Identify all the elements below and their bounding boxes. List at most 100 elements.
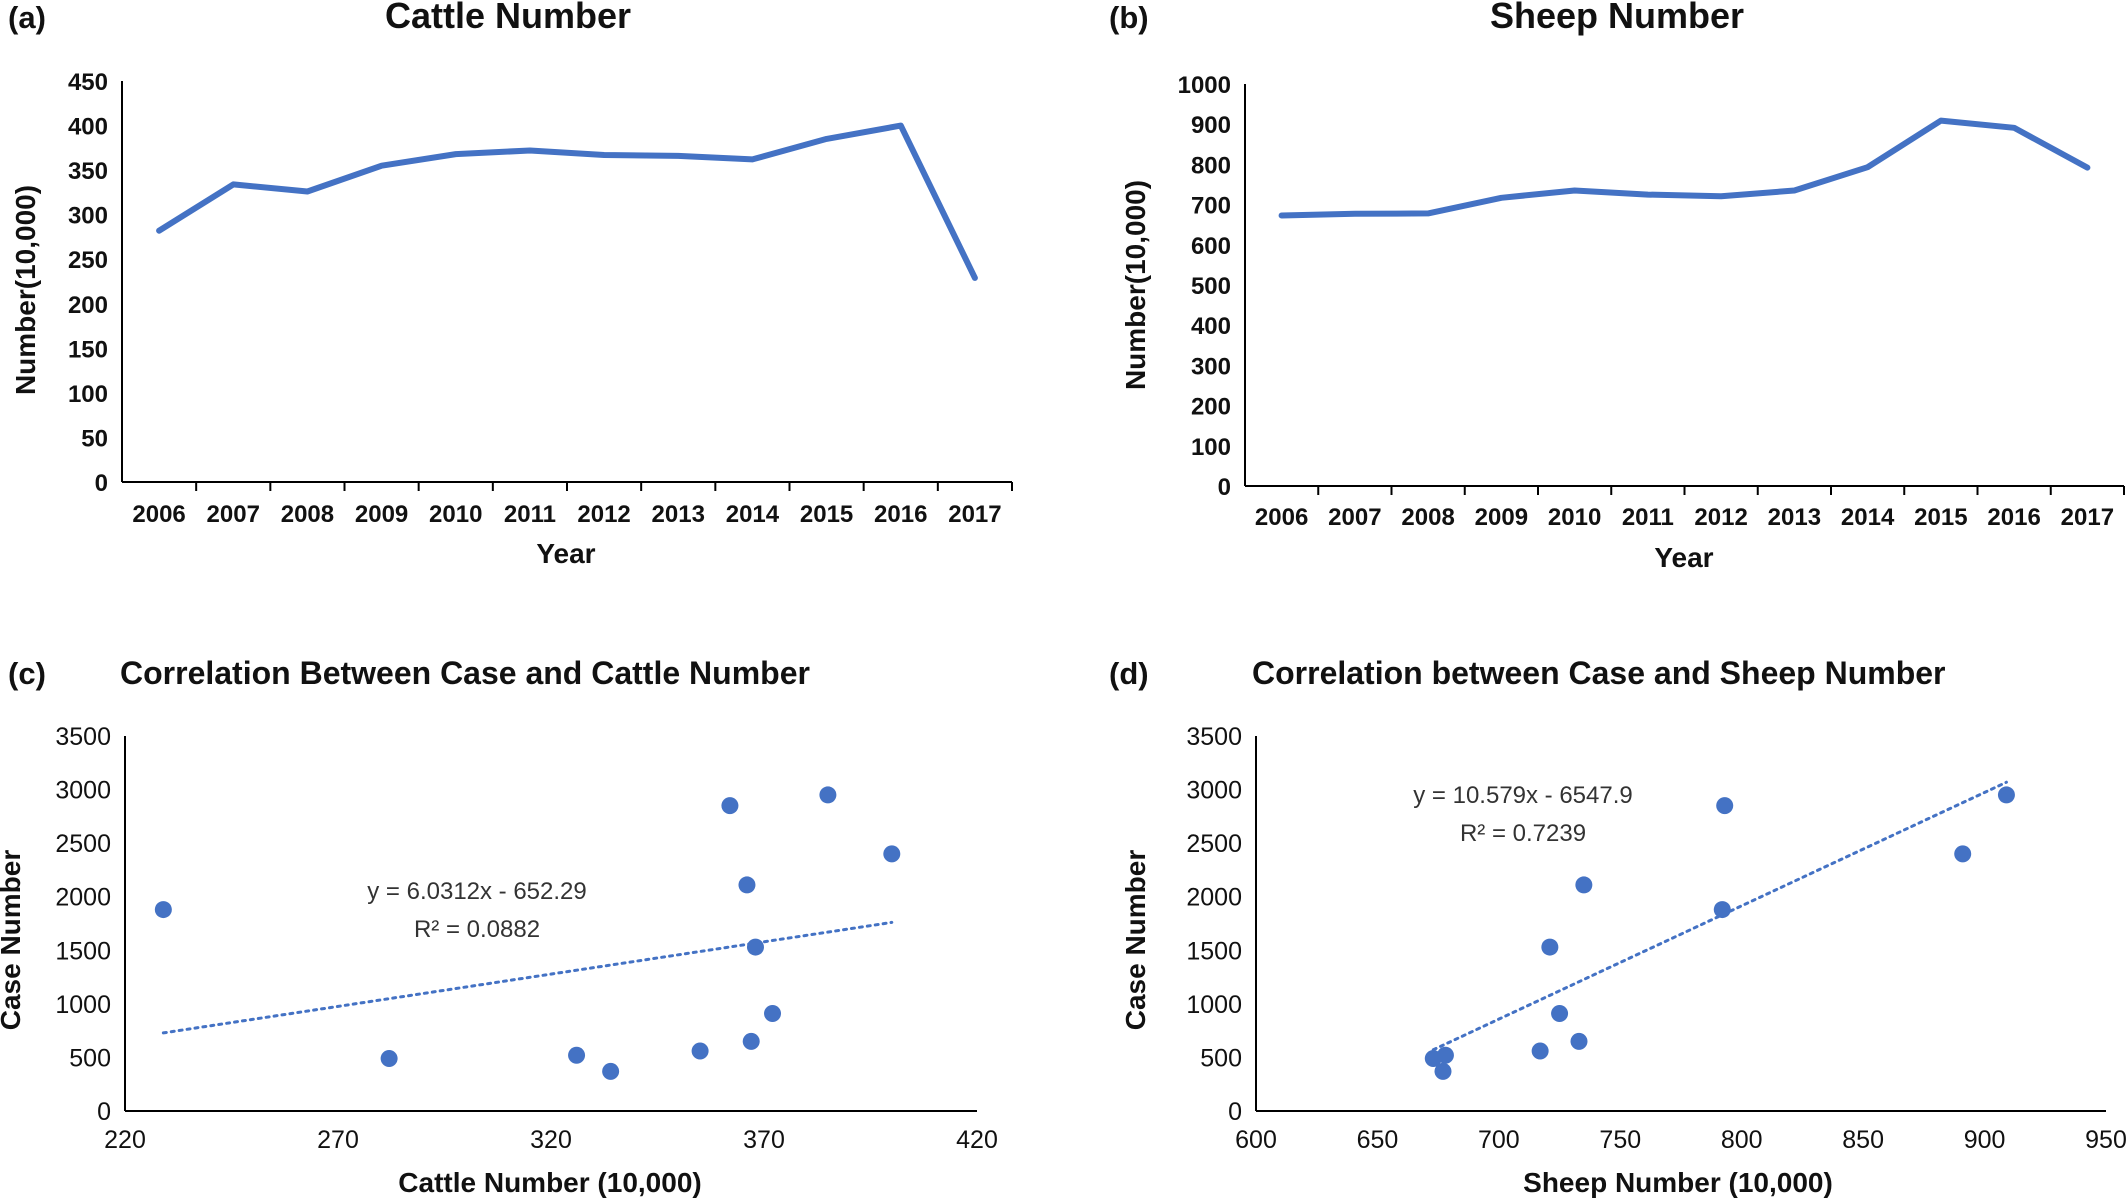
y-tick-label: 2000 — [55, 884, 111, 912]
scatter-point — [1954, 845, 1972, 863]
y-tick-label: 2500 — [1186, 830, 1242, 858]
y-tick-label: 200 — [68, 292, 108, 319]
x-tick-label: 850 — [1842, 1126, 1884, 1154]
x-tick-label: 2009 — [355, 501, 408, 528]
y-tick-label: 250 — [68, 247, 108, 274]
y-tick-label: 3000 — [1186, 777, 1242, 805]
x-tick-label: 370 — [743, 1126, 785, 1154]
x-tick-label: 2010 — [1548, 504, 1601, 531]
x-tick-label: 2012 — [1694, 504, 1747, 531]
panel-b-y-axis-label: Number(10,000) — [1120, 180, 1151, 390]
x-tick-label: 2014 — [1841, 504, 1895, 531]
x-tick-label: 2008 — [281, 501, 334, 528]
panel-a-cattle-number-chart: (a) Cattle Number Number(10,000) Year 0 5… — [8, 0, 1013, 569]
x-tick-label: 2014 — [726, 501, 780, 528]
x-tick-label: 320 — [530, 1126, 572, 1154]
panel-c-trendline-equation: y = 6.0312x - 652.29 — [367, 878, 587, 905]
x-tick-label: 2016 — [1987, 504, 2040, 531]
scatter-point — [380, 1050, 398, 1067]
scatter-point — [1436, 1046, 1454, 1064]
panel-b-x-ticks: 2006 2007 2008 2009 2010 2011 2012 2013 2014 2015… — [1255, 486, 2125, 531]
y-tick-label: 0 — [1228, 1098, 1242, 1126]
panel-c-x-ticks: 220 270 320 370 420 — [104, 1126, 998, 1154]
y-tick-label: 300 — [68, 203, 108, 230]
x-tick-label: 270 — [317, 1126, 359, 1154]
panel-c-case-vs-cattle-chart: (c) Correlation Between Case and Cattle … — [0, 655, 998, 1198]
x-tick-label: 600 — [1235, 1126, 1277, 1154]
scatter-point — [742, 1032, 760, 1050]
scatter-point — [691, 1042, 709, 1060]
panel-c-y-axis-label: Case Number — [0, 850, 26, 1031]
y-tick-label: 700 — [1191, 193, 1231, 220]
y-tick-label: 400 — [1191, 313, 1231, 340]
x-tick-label: 2015 — [1914, 504, 1967, 531]
y-tick-label: 3500 — [1186, 723, 1242, 751]
y-tick-label: 300 — [1191, 353, 1231, 380]
x-tick-label: 2012 — [577, 501, 630, 528]
x-tick-label: 2006 — [1255, 504, 1308, 531]
y-tick-label: 3000 — [55, 777, 111, 805]
panel-a-y-ticks: 0 50 100 150 200 250 300 350 400 450 — [68, 69, 108, 497]
panel-d-x-ticks: 600 650 700 750 800 850 900 950 — [1235, 1126, 2127, 1154]
y-tick-label: 1000 — [55, 991, 111, 1019]
x-tick-label: 2008 — [1401, 504, 1454, 531]
x-tick-label: 700 — [1478, 1126, 1520, 1154]
y-tick-label: 500 — [1191, 273, 1231, 300]
panel-d-case-vs-sheep-chart: (d) Correlation between Case and Sheep N… — [1109, 655, 2127, 1198]
y-tick-label: 1500 — [1186, 937, 1242, 965]
series-line — [156, 122, 978, 281]
x-tick-label: 750 — [1599, 1126, 1641, 1154]
x-tick-label: 2013 — [1768, 504, 1821, 531]
y-tick-label: 1000 — [1178, 72, 1231, 99]
y-tick-label: 350 — [68, 158, 108, 185]
y-tick-label: 800 — [1191, 152, 1231, 179]
panel-d-trendline-equation: y = 10.579x - 6547.9 — [1413, 782, 1633, 809]
y-tick-label: 450 — [68, 69, 108, 96]
x-tick-label: 2011 — [1622, 504, 1674, 531]
scatter-point — [738, 876, 756, 894]
y-tick-label: 1000 — [1186, 991, 1242, 1019]
y-tick-label: 900 — [1191, 112, 1231, 139]
scatter-point — [819, 786, 837, 804]
y-tick-label: 600 — [1191, 233, 1231, 260]
panel-c-tag: (c) — [8, 656, 46, 691]
scatter-point — [1541, 938, 1559, 956]
panel-b-y-ticks: 0 100 200 300 400 500 600 700 800 900 1000 — [1178, 72, 1231, 501]
panel-d-x-axis-label: Sheep Number (10,000) — [1523, 1167, 1833, 1198]
x-tick-label: 2013 — [652, 501, 705, 528]
x-tick-label: 2016 — [874, 501, 927, 528]
panel-b-sheep-number-chart: (b) Sheep Number Number(10,000) Year 0 10… — [1109, 0, 2125, 573]
x-tick-label: 950 — [2085, 1126, 2127, 1154]
panel-d-r-squared: R² = 0.7239 — [1460, 820, 1586, 847]
panel-c-series — [154, 786, 901, 1080]
y-tick-label: 2500 — [55, 830, 111, 858]
panel-b-title: Sheep Number — [1490, 0, 1744, 36]
scatter-point — [1997, 786, 2015, 804]
scatter-point — [1531, 1042, 1549, 1060]
y-tick-label: 100 — [68, 381, 108, 408]
y-tick-label: 100 — [1191, 434, 1231, 461]
scatter-point — [1716, 797, 1734, 815]
scatter-point — [1551, 1005, 1569, 1022]
scatter-point — [746, 938, 764, 956]
panel-c-y-ticks: 0 500 1000 1500 2000 2500 3000 3500 — [55, 723, 111, 1126]
x-tick-label: 2011 — [504, 501, 556, 528]
y-tick-label: 400 — [68, 114, 108, 141]
panel-d-series — [1424, 780, 2015, 1080]
y-tick-label: 50 — [81, 425, 108, 452]
scatter-point — [1434, 1062, 1452, 1080]
panel-a-title: Cattle Number — [385, 0, 631, 36]
x-tick-label: 2009 — [1475, 504, 1528, 531]
panel-a-x-axis-label: Year — [536, 538, 595, 569]
trendline — [161, 920, 894, 1035]
y-tick-label: 0 — [97, 1098, 111, 1126]
scatter-point — [883, 845, 901, 863]
panel-b-tag: (b) — [1109, 0, 1149, 35]
panel-b-x-axis-label: Year — [1654, 542, 1713, 573]
scatter-point — [1570, 1032, 1588, 1050]
y-tick-label: 500 — [69, 1044, 111, 1072]
x-tick-label: 420 — [956, 1126, 998, 1154]
panel-c-x-axis-label: Cattle Number (10,000) — [398, 1167, 701, 1198]
x-tick-label: 900 — [1964, 1126, 2006, 1154]
